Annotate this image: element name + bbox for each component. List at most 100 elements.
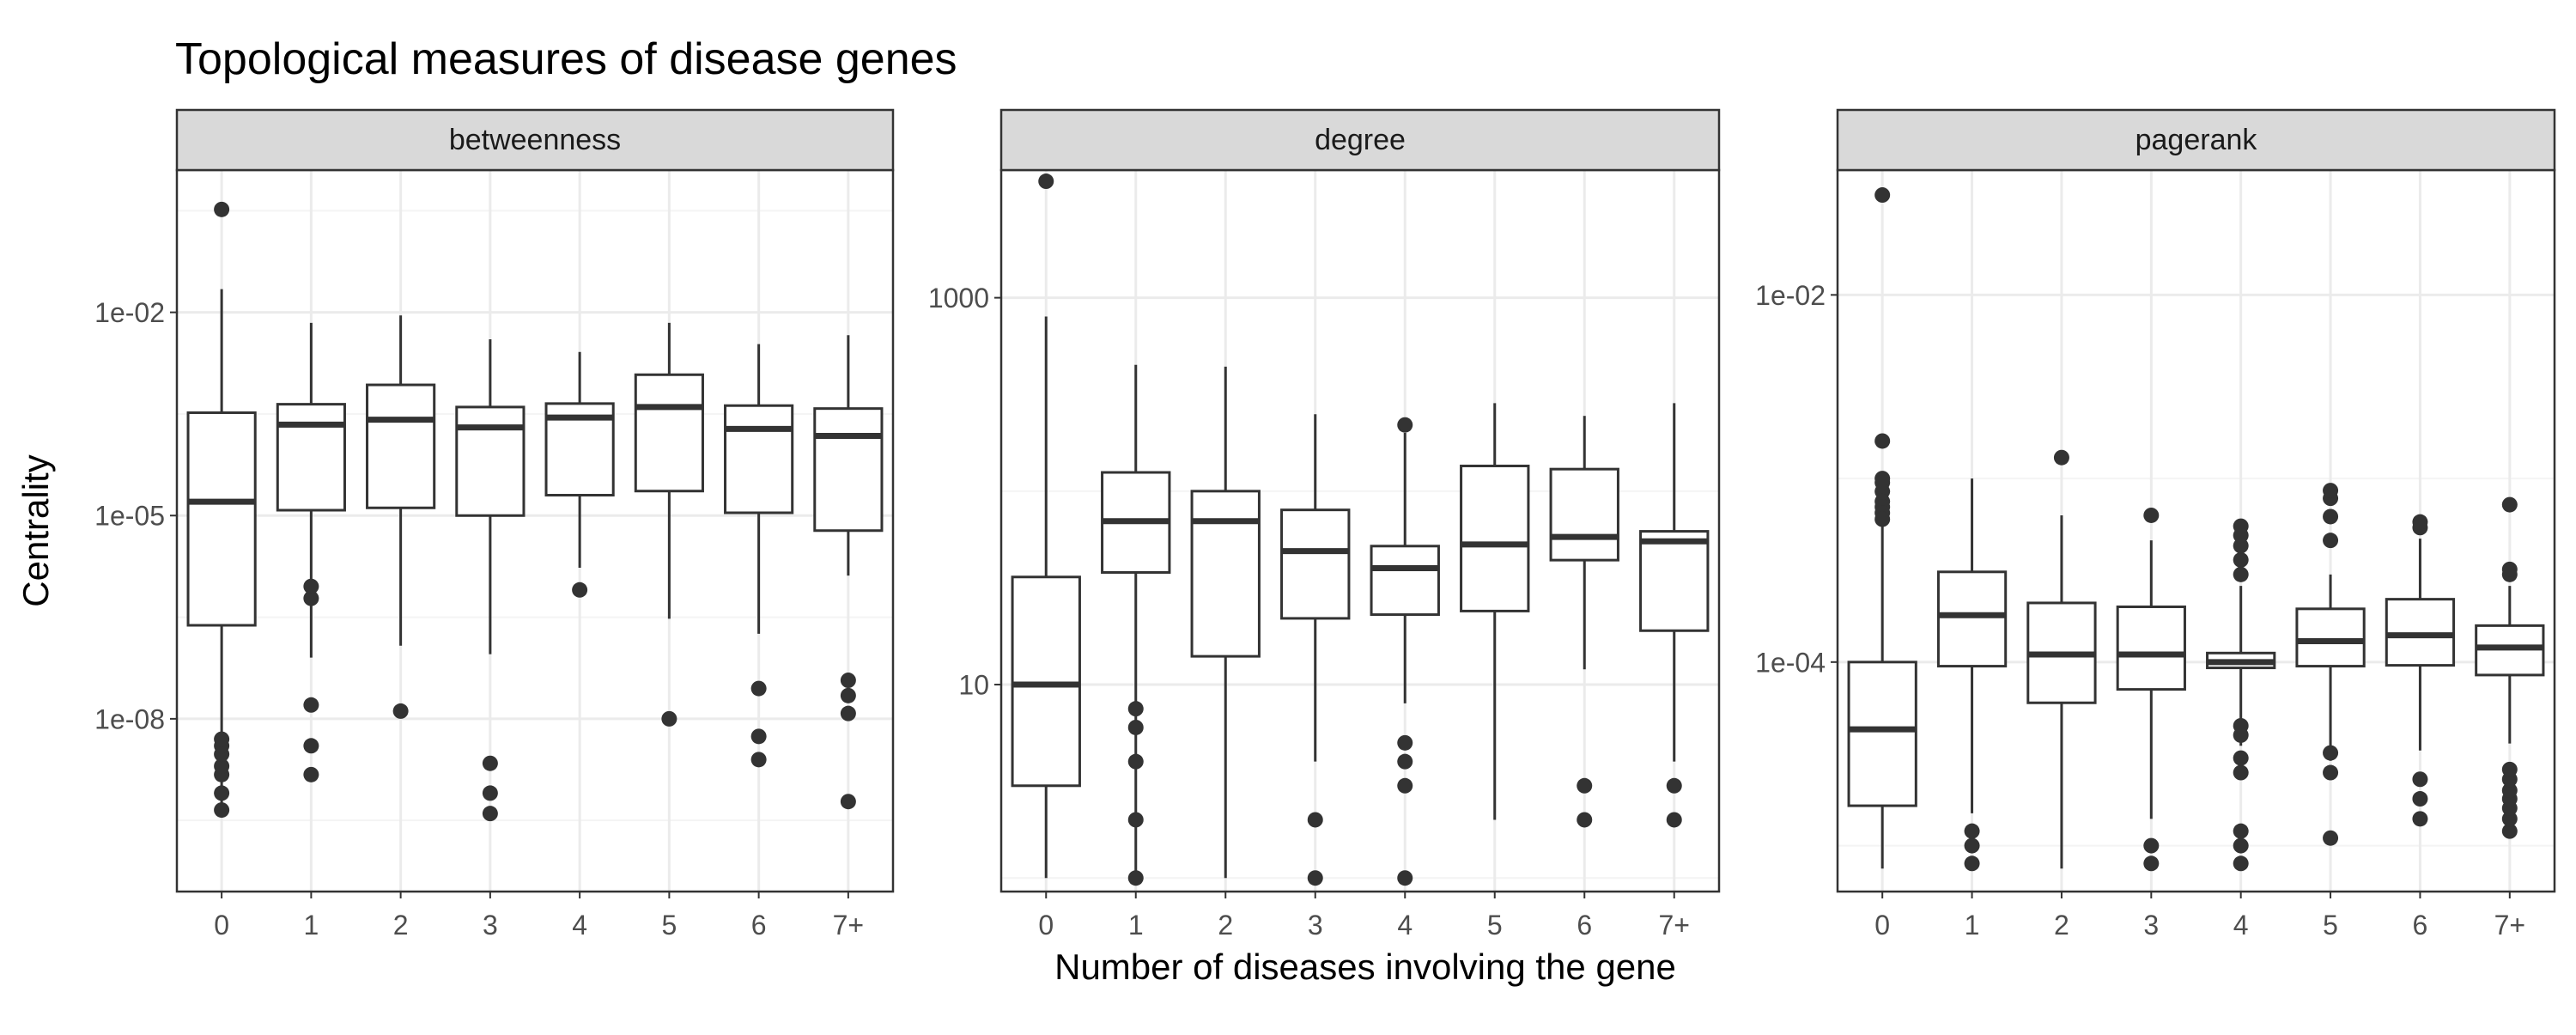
outlier-point <box>1666 812 1682 828</box>
facet-strip-label: pagerank <box>2136 124 2258 156</box>
box-iqr <box>1190 490 1261 658</box>
x-tick-label: 7+ <box>833 910 864 941</box>
box-betweenness-4 <box>544 351 615 598</box>
facet-strip-label: betweenness <box>449 124 621 156</box>
outlier-point <box>214 201 230 217</box>
y-tick-label: 1000 <box>928 283 989 314</box>
outlier-point <box>214 731 230 747</box>
outlier-point <box>2501 782 2518 799</box>
outlier-point <box>2501 761 2518 777</box>
outlier-point <box>214 802 230 819</box>
outlier-point <box>2233 566 2249 582</box>
outlier-point <box>1577 777 1593 794</box>
outlier-point <box>2323 745 2339 761</box>
outlier-point <box>840 687 856 703</box>
outlier-point <box>2323 533 2339 549</box>
outlier-point <box>1397 753 1413 770</box>
box-betweenness-7+ <box>813 335 884 810</box>
panel-pagerank: 1e-02 1e-04 pagerank 0 1 2 3 4 5 6 7+ <box>1755 108 2556 941</box>
outlier-point <box>1397 777 1413 794</box>
x-axis-title: Number of diseases involving the gene <box>1054 947 1676 987</box>
x-tick-label: 3 <box>2143 910 2159 941</box>
outlier-point <box>2501 496 2518 513</box>
outlier-point <box>2412 811 2428 827</box>
box-iqr <box>1549 467 1619 562</box>
x-tick-label: 0 <box>214 910 229 941</box>
x-tick-label: 7+ <box>1659 910 1690 941</box>
y-tick-label: 1e-02 <box>1755 280 1826 311</box>
outlier-point <box>2501 561 2518 577</box>
outlier-point <box>1127 753 1144 770</box>
outlier-point <box>2233 518 2249 534</box>
box-iqr <box>1936 570 2008 668</box>
outlier-point <box>2233 717 2249 734</box>
outlier-point <box>1964 855 1980 872</box>
x-tick-label: 1 <box>303 910 319 941</box>
x-tick-label: 7+ <box>2494 910 2525 941</box>
outlier-point <box>1397 870 1413 886</box>
outlier-point <box>1127 719 1144 735</box>
panel-betweenness: 1e-02 1e-05 1e-08 betweenness 0 1 2 3 4 5 6 7+ <box>94 108 895 941</box>
outlier-point <box>2412 514 2428 530</box>
box-betweenness-1 <box>276 322 346 782</box>
box-iqr <box>724 404 794 514</box>
x-tick-label: 1 <box>1128 910 1144 941</box>
box-iqr <box>813 407 884 533</box>
outlier-point <box>1397 734 1413 751</box>
outlier-point <box>2233 750 2249 766</box>
box-iqr <box>1280 508 1351 620</box>
box-iqr <box>2295 607 2366 668</box>
y-tick-label: 10 <box>958 669 989 700</box>
outlier-point <box>2323 483 2339 499</box>
outlier-point <box>392 703 409 719</box>
outlier-point <box>482 755 498 771</box>
box-betweenness-5 <box>634 322 704 727</box>
x-tick-label: 5 <box>2323 910 2338 941</box>
outlier-point <box>482 785 498 801</box>
outlier-point <box>2323 830 2339 846</box>
x-tick-label: 4 <box>572 910 587 941</box>
x-tick-label: 2 <box>393 910 409 941</box>
box-degree-7+ <box>1639 403 1710 828</box>
x-tick-label: 2 <box>1218 910 1233 941</box>
box-degree-5 <box>1460 403 1530 820</box>
x-tick-label: 0 <box>1874 910 1890 941</box>
outlier-point <box>303 738 319 754</box>
outlier-point <box>840 794 856 810</box>
outlier-point <box>1038 174 1054 190</box>
x-tick-label: 3 <box>483 910 498 941</box>
x-tick-label: 6 <box>751 910 767 941</box>
box-pagerank-2 <box>2026 449 2097 869</box>
outlier-point <box>1397 417 1413 433</box>
outlier-point <box>661 710 677 727</box>
outlier-point <box>1127 812 1144 828</box>
box-iqr <box>2116 605 2186 691</box>
box-iqr <box>455 405 526 517</box>
outlier-point <box>482 806 498 822</box>
panel-background <box>177 170 893 892</box>
box-betweenness-0 <box>186 201 257 819</box>
outlier-point <box>2233 837 2249 854</box>
chart-title: Topological measures of disease genes <box>175 34 957 84</box>
outlier-point <box>1127 701 1144 717</box>
y-tick-label: 1e-04 <box>1755 647 1826 678</box>
outlier-point <box>1127 870 1144 886</box>
outlier-point <box>2501 811 2518 827</box>
box-pagerank-0 <box>1847 187 1917 869</box>
y-axis-title: Centrality <box>15 454 56 606</box>
outlier-point <box>303 590 319 606</box>
outlier-point <box>303 766 319 782</box>
outlier-point <box>1666 777 1682 794</box>
x-tick-label: 4 <box>1397 910 1413 941</box>
outlier-point <box>750 752 767 768</box>
outlier-point <box>2143 507 2160 523</box>
outlier-point <box>2412 791 2428 807</box>
outlier-point <box>2233 764 2249 781</box>
outlier-point <box>572 581 588 598</box>
outlier-point <box>750 728 767 745</box>
outlier-point <box>1577 812 1593 828</box>
box-iqr <box>276 403 346 512</box>
outlier-point <box>2412 771 2428 788</box>
